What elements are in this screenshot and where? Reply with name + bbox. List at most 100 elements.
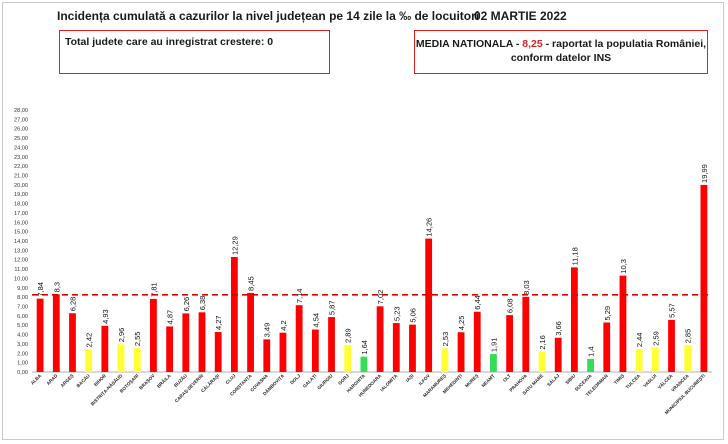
y-tick-label: 2,00 <box>17 351 28 357</box>
bar-value-label: 5,06 <box>408 308 417 323</box>
y-tick-label: 15,00 <box>14 230 28 236</box>
bar-value-label: 1,64 <box>360 340 369 355</box>
bar <box>619 275 627 372</box>
bar <box>101 325 109 372</box>
y-tick-label: 27,00 <box>14 117 28 123</box>
bar-value-label: 7,14 <box>295 289 304 304</box>
bar <box>409 324 416 372</box>
y-tick-label: 18,00 <box>14 202 28 208</box>
y-tick-label: 25,00 <box>14 136 28 142</box>
category-label: TIMIȘ <box>613 373 626 386</box>
category-label: OLT <box>502 373 512 383</box>
y-tick-label: 20,00 <box>14 183 28 189</box>
category-label: BACĂU <box>75 372 91 388</box>
bar-value-label: 1,91 <box>489 338 498 353</box>
bar-value-label: 2,16 <box>538 335 547 350</box>
bar <box>392 323 400 372</box>
category-label: BIHOR <box>93 373 107 387</box>
bar-value-label: 7,84 <box>36 282 45 297</box>
category-label: GALAȚI <box>302 373 318 389</box>
bar-value-label: 5,29 <box>603 306 612 321</box>
bar-value-label: 10,3 <box>619 259 628 274</box>
bar <box>311 329 319 372</box>
bar <box>538 351 546 372</box>
bar-value-label: 14,26 <box>425 218 434 237</box>
bar-value-label: 4,87 <box>166 310 175 325</box>
bar-value-label: 2,44 <box>635 333 644 348</box>
national-average-box: MEDIA NATIONALA - 8,25 - raportat la pop… <box>414 30 708 74</box>
bar <box>522 296 530 372</box>
bar-value-label: 2,59 <box>651 331 660 346</box>
bar <box>85 349 93 372</box>
bar-value-label: 12,29 <box>230 236 239 255</box>
category-label: IAȘI <box>405 373 416 384</box>
bar-value-label: 4,93 <box>101 309 110 324</box>
bar <box>150 298 157 372</box>
bar-value-label: 8,03 <box>522 280 531 295</box>
bar <box>133 348 141 372</box>
bar <box>684 345 692 372</box>
category-label: DOLJ <box>289 373 302 386</box>
category-label: TULCEA <box>625 373 642 390</box>
bar-value-label: 4,25 <box>457 316 466 331</box>
y-tick-label: 26,00 <box>14 127 28 133</box>
category-label: BRAȘOV <box>138 373 157 392</box>
category-label: GORJ <box>337 373 350 386</box>
y-tick-label: 10,00 <box>14 276 28 282</box>
bar <box>473 311 481 372</box>
bar-value-label: 3,66 <box>554 321 563 336</box>
bar-value-label: 6,28 <box>68 297 77 312</box>
category-label: BRĂILA <box>155 372 172 389</box>
category-label: NEAMȚ <box>481 373 496 388</box>
bar-value-label: 3,49 <box>263 323 272 338</box>
bar-value-label: 5,23 <box>392 306 401 321</box>
bar <box>117 344 125 372</box>
bar <box>554 337 562 372</box>
category-label: ILFOV <box>418 373 432 387</box>
bar <box>279 332 287 372</box>
bar <box>247 292 254 372</box>
bar-value-label: 4,2 <box>279 320 288 330</box>
y-tick-label: 16,00 <box>14 220 28 226</box>
bar-value-label: 6,44 <box>473 295 482 310</box>
y-tick-label: 19,00 <box>14 192 28 198</box>
y-tick-label: 23,00 <box>14 155 28 161</box>
bar-value-label: 6,08 <box>506 298 515 313</box>
bar <box>651 347 659 372</box>
bar <box>700 184 708 372</box>
y-tick-label: 6,00 <box>17 314 28 320</box>
bar <box>295 305 303 372</box>
category-label: VASLUI <box>642 373 657 388</box>
bar <box>328 317 335 372</box>
category-label: ARAD <box>46 373 59 386</box>
category-label: BUZĂU <box>172 372 188 388</box>
bar <box>376 306 384 372</box>
y-tick-label: 13,00 <box>14 248 28 254</box>
increase-count-text: Total judete care au inregistrat crester… <box>65 36 274 48</box>
category-label: ARGEȘ <box>60 373 76 389</box>
bar-value-label: 8,3 <box>52 282 61 292</box>
bar-value-label: 2,53 <box>441 332 450 347</box>
category-label: SIBIU <box>564 373 577 386</box>
bar-value-label: 2,42 <box>85 333 94 348</box>
chart-title: Incidența cumulată a cazurilor la nivel … <box>57 9 480 23</box>
bar-value-label: 1,4 <box>587 346 596 356</box>
bar <box>182 313 190 372</box>
bar <box>425 238 433 372</box>
y-tick-label: 3,00 <box>17 342 28 348</box>
category-label: ALBA <box>30 373 43 386</box>
y-tick-label: 5,00 <box>17 323 28 329</box>
bar-value-label: 8,45 <box>247 276 256 291</box>
bar <box>490 354 497 372</box>
y-tick-label: 28,00 <box>14 108 28 114</box>
y-tick-label: 0,00 <box>17 370 28 376</box>
chart-frame <box>2 2 724 440</box>
increase-count-box: Total judete care au inregistrat crester… <box>59 30 330 74</box>
bar <box>457 332 465 372</box>
bar <box>52 294 60 372</box>
y-tick-label: 17,00 <box>14 211 28 217</box>
y-tick-label: 24,00 <box>14 145 28 151</box>
bar-value-label: 2,96 <box>117 328 126 343</box>
bar <box>570 267 578 372</box>
